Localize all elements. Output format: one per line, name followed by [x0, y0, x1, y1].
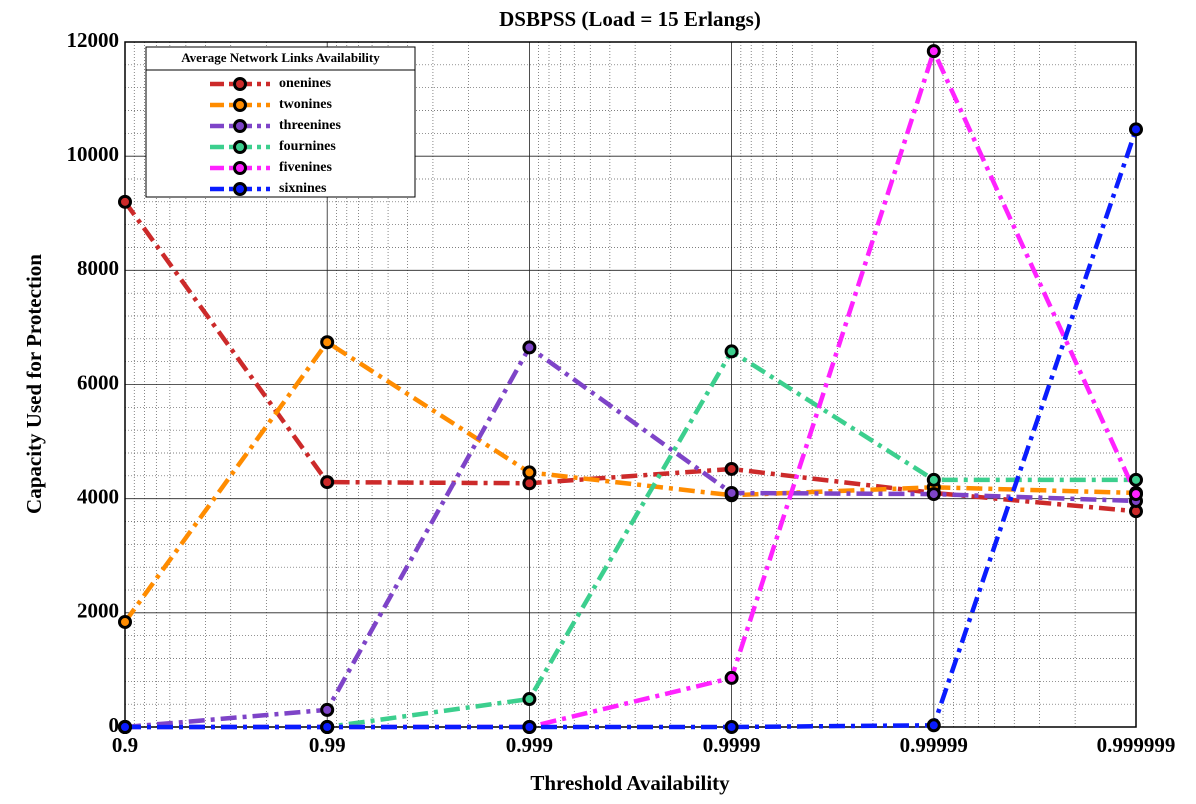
y-tick-label: 4000 [77, 484, 119, 508]
y-tick-label: 2000 [77, 599, 119, 623]
data-point [522, 692, 537, 707]
data-point [926, 718, 941, 733]
y-tick-label: 12000 [67, 28, 120, 52]
data-point [724, 670, 739, 685]
data-point [1129, 122, 1143, 137]
legend-box [145, 46, 416, 198]
legend-label: fivenines [279, 160, 332, 175]
data-point [1129, 487, 1143, 502]
data-point [926, 487, 941, 502]
x-tick-label: 0.999999 [1097, 733, 1176, 757]
legend-marker [233, 98, 247, 112]
legend-label: sixnines [279, 181, 327, 196]
data-point [724, 344, 739, 359]
legend-marker [233, 140, 247, 154]
x-tick-label: 0.9999 [703, 733, 761, 757]
legend-label: fournines [279, 139, 336, 154]
data-point [724, 720, 739, 734]
legend-title: Average Network Links Availability [181, 50, 380, 65]
data-point [118, 720, 132, 734]
data-point [926, 44, 941, 59]
y-tick-label: 8000 [77, 256, 119, 280]
data-point [724, 485, 739, 500]
data-point [522, 340, 537, 355]
data-point [926, 472, 941, 487]
x-tick-label: 0.99999 [900, 733, 968, 757]
legend-marker [233, 119, 247, 133]
data-point [522, 720, 537, 734]
data-point [320, 702, 335, 717]
y-tick-label: 0 [109, 713, 120, 737]
y-tick-label: 10000 [67, 142, 120, 166]
data-point [118, 614, 132, 629]
data-point [320, 475, 335, 490]
x-tick-label: 0.999 [506, 733, 553, 757]
data-point [118, 194, 132, 209]
data-point [724, 461, 739, 476]
data-point [1129, 472, 1143, 487]
x-tick-label: 0.9 [112, 733, 138, 757]
series-line [125, 128, 1139, 730]
series-line [123, 339, 1137, 624]
x-tick-label: 0.99 [309, 733, 346, 757]
data-point [320, 335, 335, 350]
series-line [124, 344, 1137, 730]
x-axis-label: Threshold Availability [530, 771, 730, 795]
data-point [522, 465, 537, 480]
y-tick-label: 6000 [77, 370, 119, 394]
data-point [320, 720, 335, 734]
series-line [123, 200, 1137, 514]
legend-marker [233, 77, 247, 91]
legend-marker [233, 182, 247, 196]
chart-title: DSBPSS (Load = 15 Erlangs) [499, 7, 761, 31]
legend-marker [233, 161, 247, 175]
y-axis-label: Capacity Used for Protection [22, 254, 46, 514]
legend-label: twonines [279, 97, 332, 112]
legend-label: onenines [279, 76, 332, 91]
legend-label: threenines [279, 118, 342, 133]
